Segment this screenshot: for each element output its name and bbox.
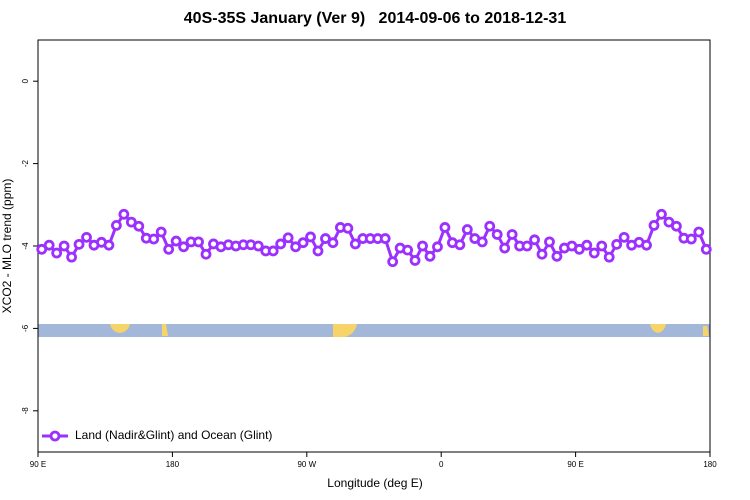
ocean-band [38,324,710,337]
data-point [297,237,309,249]
data-point [484,220,496,232]
y-tick-label: 0 [21,78,30,83]
data-point [275,238,287,250]
data-point [693,226,705,238]
data-point [178,241,190,253]
data-point [409,255,421,266]
data-point [252,240,264,252]
data-point [267,245,279,257]
x-tick-label: 90 W [297,460,316,469]
data-point [342,222,354,234]
data-point [193,236,204,248]
data-point [133,220,145,232]
data-point [155,226,167,238]
data-point [700,243,712,255]
y-axis-title: XCO2 - MLO trend (ppm) [0,179,14,314]
data-point [618,231,630,243]
data-point [66,251,77,263]
data-point [111,219,122,231]
data-point [596,240,608,252]
data-point [648,219,660,231]
y-tick-label: -4 [21,242,30,250]
data-point [163,243,175,255]
y-tick-label: -6 [21,324,30,332]
data-point [432,241,443,253]
data-point [148,233,160,245]
data-point [603,251,615,263]
data-point [312,245,324,257]
land-patch [110,324,130,333]
data-point [588,247,600,259]
x-tick-label: 90 E [567,460,583,469]
data-point [103,239,115,251]
land-patch [650,324,666,333]
data-point [379,233,391,244]
data-point [461,224,473,235]
land-patch [162,324,168,336]
data-point [491,229,503,240]
data-point [671,220,682,232]
data-point [521,240,533,252]
data-point [439,222,451,233]
data-point [387,256,399,268]
plot-frame [37,39,711,453]
y-tick-label: -8 [21,407,30,415]
data-point [454,239,466,251]
data-point [551,250,563,262]
data-point [282,232,294,244]
data-point [51,247,63,259]
data-point [417,240,428,252]
data-point [506,229,518,240]
data-point [58,240,70,252]
legend-label: Land (Nadir&Glint) and Ocean (Glint) [75,428,272,442]
data-point [118,208,130,220]
data-point [544,236,555,248]
data-point [499,242,511,254]
data-point [349,238,361,250]
x-tick-label: 180 [166,460,180,469]
data-point [305,231,316,243]
data-point [81,231,92,243]
data-point [641,239,652,251]
legend-marker [49,430,61,442]
data-point [170,235,182,247]
x-tick-label: 0 [439,460,444,469]
chart-title: 40S-35S January (Ver 9) 2014-09-06 to 20… [184,10,567,27]
data-point [200,248,212,260]
x-tick-label: 180 [703,460,717,469]
data-point [43,239,55,251]
land-patch [333,324,357,337]
data-point [611,238,623,250]
x-axis-title: Longitude (deg E) [327,476,422,490]
x-tick-label: 90 E [30,460,46,469]
data-point [656,208,667,220]
data-point [327,237,339,249]
data-point [581,239,593,251]
land-patch [703,326,709,336]
data-point [476,236,488,248]
data-point [424,250,436,262]
data-point [402,244,414,256]
data-point [529,234,540,246]
y-tick-label: -2 [21,159,30,167]
data-point [73,238,85,250]
data-point [685,233,697,245]
data-point [536,248,548,260]
